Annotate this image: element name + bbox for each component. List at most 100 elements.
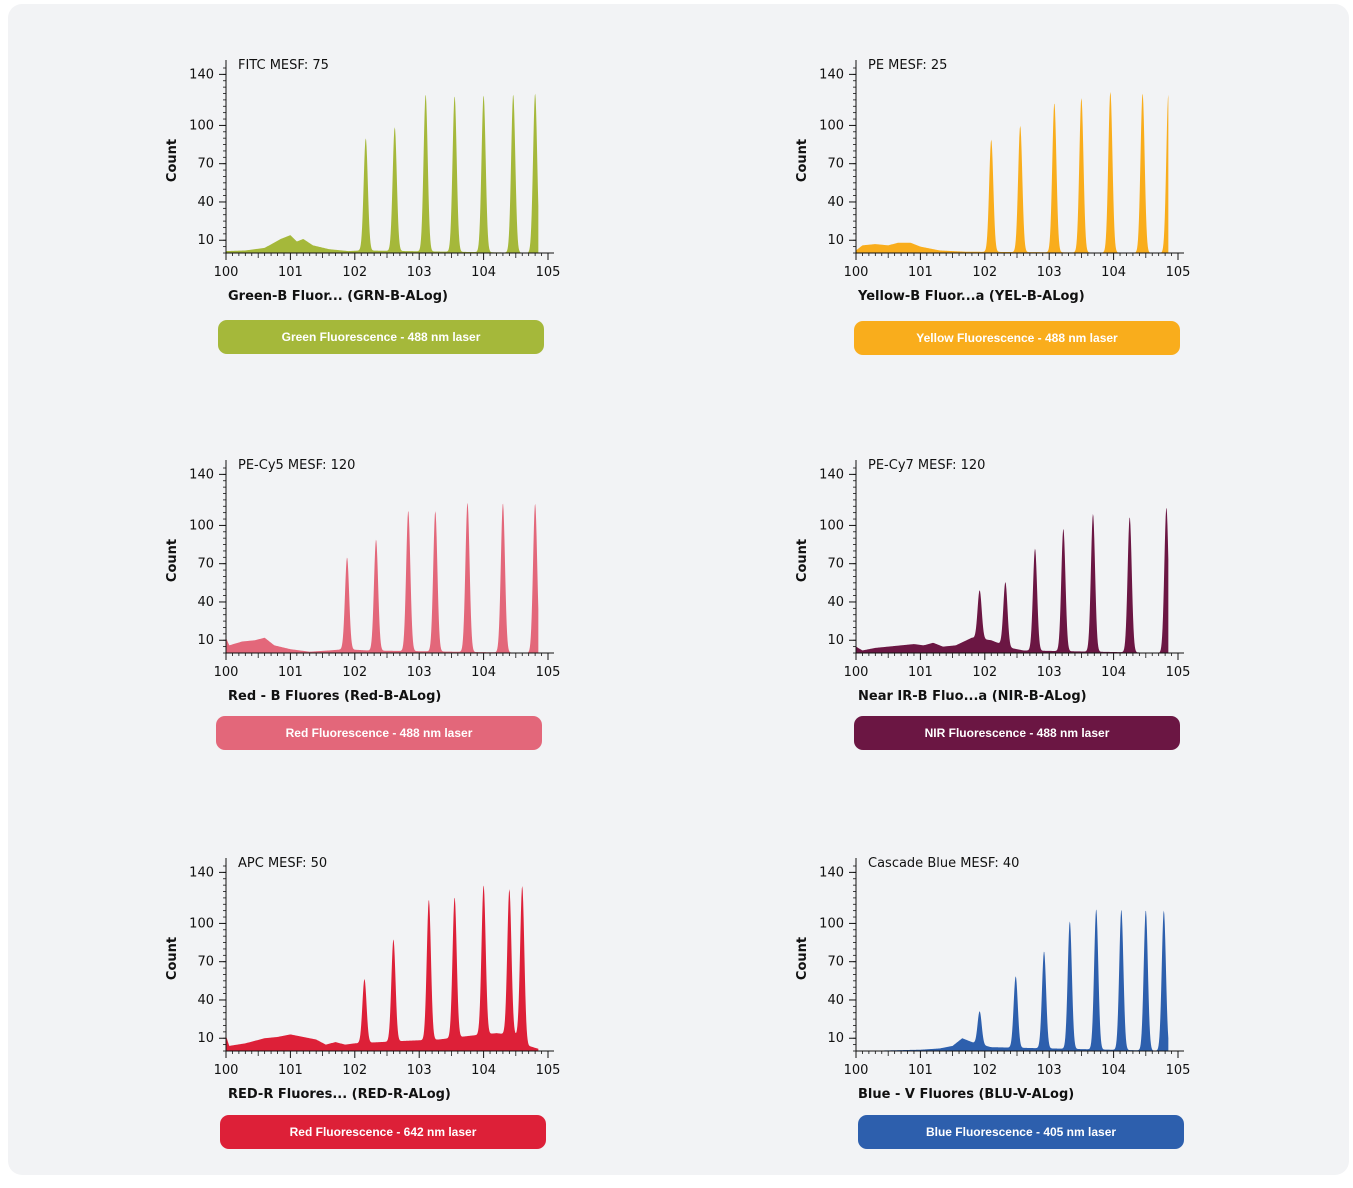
- y-tick-label: 100: [189, 518, 214, 533]
- x-tick-label: 103: [407, 1063, 432, 1078]
- y-tick-label: 10: [827, 233, 844, 248]
- x-tick-label: 104: [471, 665, 496, 680]
- y-tick-label: 10: [197, 1031, 214, 1046]
- x-tick-label: 105: [536, 665, 561, 680]
- y-tick-label: 40: [827, 993, 844, 1008]
- x-tick-label: 102: [342, 265, 367, 280]
- x-tick-label: 105: [536, 1063, 561, 1078]
- x-tick-label: 102: [972, 1063, 997, 1078]
- x-tick-label: 100: [214, 265, 239, 280]
- y-tick-label: 100: [189, 118, 214, 133]
- x-tick-label: 101: [908, 265, 933, 280]
- y-tick-label: 70: [197, 557, 214, 572]
- y-tick-label: 70: [827, 557, 844, 572]
- chart-card: 140 100 70 40 10 100 101 102 103 104 105 Count Green…: [8, 4, 1349, 1175]
- histogram-chart: 140 100 70 40 10 100 101 102 103 104 105 Count Yello…: [795, 58, 1190, 304]
- x-axis-title: Yellow-B Fluor...a (YEL-B-ALog): [857, 289, 1085, 304]
- histogram-area: [856, 91, 1169, 254]
- histogram-panel-blue: 140 100 70 40 10 100 101 102 103 104 105 Count Blue …: [786, 848, 1256, 1188]
- y-axis-title: Count: [165, 539, 180, 582]
- x-tick-label: 100: [844, 1063, 869, 1078]
- histogram-area: [226, 502, 539, 653]
- y-tick-label: 140: [819, 67, 844, 82]
- x-axis-title: Red - B Fluores (Red-B-ALog): [228, 689, 441, 704]
- x-tick-label: 101: [278, 1063, 303, 1078]
- histogram-chart: 140 100 70 40 10 100 101 102 103 104 105 Count RED-R…: [165, 856, 560, 1102]
- legend-pill-green: Green Fluorescence - 488 nm laser: [218, 320, 544, 354]
- x-tick-label: 102: [972, 265, 997, 280]
- histogram-chart: 140 100 70 40 10 100 101 102 103 104 105 Count Blue …: [795, 856, 1190, 1102]
- y-tick-label: 70: [197, 157, 214, 172]
- y-tick-label: 70: [827, 955, 844, 970]
- y-tick-label: 140: [189, 467, 214, 482]
- y-tick-label: 140: [189, 865, 214, 880]
- y-axis-title: Count: [165, 937, 180, 980]
- x-tick-label: 102: [342, 1063, 367, 1078]
- histogram-area: [856, 909, 1169, 1051]
- legend-pill-blue: Blue Fluorescence - 405 nm laser: [858, 1115, 1184, 1149]
- histogram-panel-green: 140 100 70 40 10 100 101 102 103 104 105 Count Green…: [156, 50, 626, 390]
- y-tick-label: 70: [827, 157, 844, 172]
- y-tick-label: 100: [819, 916, 844, 931]
- histogram-panel-nir: 140 100 70 40 10 100 101 102 103 104 105 Count Near …: [786, 450, 1256, 790]
- x-tick-label: 103: [407, 665, 432, 680]
- x-tick-label: 104: [1101, 1063, 1126, 1078]
- legend-pill-red-b: Red Fluorescence - 488 nm laser: [216, 716, 542, 750]
- y-tick-label: 100: [189, 916, 214, 931]
- y-tick-label: 40: [197, 993, 214, 1008]
- x-tick-label: 104: [471, 1063, 496, 1078]
- y-tick-label: 140: [189, 67, 214, 82]
- histogram-area: [226, 93, 539, 253]
- x-tick-label: 101: [278, 265, 303, 280]
- x-tick-label: 103: [1037, 665, 1062, 680]
- mesf-annotation: APC MESF: 50: [238, 856, 327, 871]
- y-tick-label: 140: [819, 467, 844, 482]
- y-tick-label: 70: [197, 955, 214, 970]
- histogram-area: [856, 507, 1169, 653]
- histogram-panel-red-r: 140 100 70 40 10 100 101 102 103 104 105 Count RED-R…: [156, 848, 626, 1188]
- x-tick-label: 104: [1101, 265, 1126, 280]
- legend-pill-nir: NIR Fluorescence - 488 nm laser: [854, 716, 1180, 750]
- y-tick-label: 40: [827, 595, 844, 610]
- y-tick-label: 100: [819, 118, 844, 133]
- x-axis-title: Green-B Fluor... (GRN-B-ALog): [228, 289, 448, 304]
- x-tick-label: 102: [972, 665, 997, 680]
- histogram-chart: 140 100 70 40 10 100 101 102 103 104 105 Count Near …: [795, 458, 1190, 704]
- x-tick-label: 100: [844, 265, 869, 280]
- histogram-panel-red-b: 140 100 70 40 10 100 101 102 103 104 105 Count Red -…: [156, 450, 626, 790]
- x-tick-label: 101: [908, 1063, 933, 1078]
- y-tick-label: 40: [197, 195, 214, 210]
- y-tick-label: 10: [827, 633, 844, 648]
- x-tick-label: 100: [844, 665, 869, 680]
- y-axis-title: Count: [165, 139, 180, 182]
- y-tick-label: 140: [819, 865, 844, 880]
- y-tick-label: 40: [197, 595, 214, 610]
- x-axis-title: RED-R Fluores... (RED-R-ALog): [228, 1087, 451, 1102]
- legend-pill-yellow: Yellow Fluorescence - 488 nm laser: [854, 321, 1180, 355]
- x-tick-label: 101: [908, 665, 933, 680]
- x-tick-label: 100: [214, 1063, 239, 1078]
- x-tick-label: 105: [1166, 1063, 1191, 1078]
- y-tick-label: 10: [197, 633, 214, 648]
- y-tick-label: 40: [827, 195, 844, 210]
- x-tick-label: 103: [407, 265, 432, 280]
- x-tick-label: 105: [536, 265, 561, 280]
- x-tick-label: 105: [1166, 265, 1191, 280]
- mesf-annotation: PE-Cy7 MESF: 120: [868, 458, 985, 473]
- mesf-annotation: PE MESF: 25: [868, 58, 947, 73]
- x-tick-label: 105: [1166, 665, 1191, 680]
- mesf-annotation: FITC MESF: 75: [238, 58, 329, 73]
- y-tick-label: 10: [197, 233, 214, 248]
- x-tick-label: 103: [1037, 265, 1062, 280]
- x-tick-label: 102: [342, 665, 367, 680]
- legend-pill-red-r: Red Fluorescence - 642 nm laser: [220, 1115, 546, 1149]
- y-axis-title: Count: [795, 139, 810, 182]
- mesf-annotation: Cascade Blue MESF: 40: [868, 856, 1019, 871]
- y-axis-title: Count: [795, 539, 810, 582]
- histogram-chart: 140 100 70 40 10 100 101 102 103 104 105 Count Green…: [165, 58, 560, 304]
- histogram-panel-yellow: 140 100 70 40 10 100 101 102 103 104 105 Count Yello…: [786, 50, 1256, 390]
- y-tick-label: 10: [827, 1031, 844, 1046]
- x-tick-label: 100: [214, 665, 239, 680]
- mesf-annotation: PE-Cy5 MESF: 120: [238, 458, 355, 473]
- x-tick-label: 101: [278, 665, 303, 680]
